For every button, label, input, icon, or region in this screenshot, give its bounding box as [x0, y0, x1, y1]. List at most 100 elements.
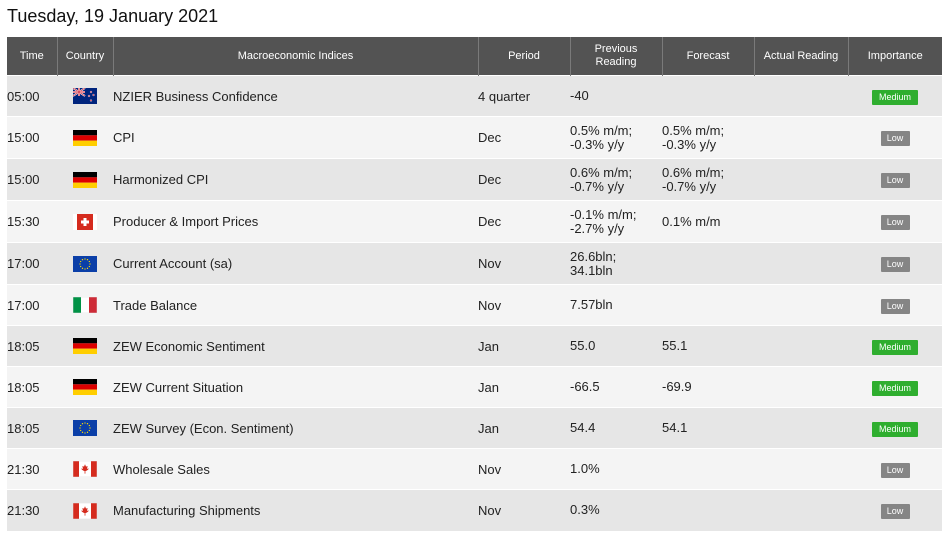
importance-cell: Medium	[848, 75, 942, 117]
importance-badge: Low	[880, 215, 910, 230]
forecast-cell: 0.1% m/m	[662, 200, 754, 243]
previous-cell: -40	[570, 75, 662, 117]
forecast-line1: 0.5% m/m;	[662, 122, 725, 138]
table-row[interactable]: 05:00 NZIER Business Confidence 4 quarte…	[7, 75, 942, 117]
forecast-line2: -0.7% y/y	[662, 178, 717, 194]
table-row[interactable]: 15:00 Harmonized CPI Dec 0.6% m/m; -0.7% …	[7, 158, 942, 201]
country-cell	[57, 116, 113, 159]
importance-badge: Low	[880, 298, 910, 314]
indicator-cell[interactable]: Current Account (sa)	[113, 242, 478, 285]
previous-line1: 54.4	[570, 420, 596, 435]
previous-line1: 0.3%	[570, 502, 600, 518]
time-cell: 18:05	[7, 325, 57, 367]
indicator-cell[interactable]: Manufacturing Shipments	[113, 489, 478, 531]
forecast-cell	[662, 284, 754, 326]
country-cell	[57, 242, 113, 285]
period-cell: Dec	[478, 116, 570, 159]
actual-cell	[754, 200, 848, 243]
column-header-actual[interactable]: Actual Reading	[753, 37, 848, 76]
time-cell: 15:00	[7, 116, 57, 159]
previous-cell: -66.5	[570, 366, 662, 408]
forecast-cell: 55.1	[662, 325, 754, 367]
indicator-cell[interactable]: ZEW Economic Sentiment	[113, 325, 478, 367]
country-cell	[57, 448, 113, 490]
forecast-line1: -69.9	[662, 379, 692, 394]
column-header-time[interactable]: Time	[7, 37, 57, 76]
period-cell: Jan	[478, 325, 570, 367]
table-row[interactable]: 15:30 Producer & Import Prices Dec -0.1%…	[7, 200, 942, 243]
column-header-importance[interactable]: Importance	[847, 37, 942, 76]
previous-cell: 7.57bln	[570, 284, 662, 326]
table-row[interactable]: 17:00 Current Account (sa) Nov 26.6bln; 3…	[7, 242, 942, 285]
column-header-previous-line1: Previous	[594, 43, 638, 55]
indicator-cell[interactable]: Producer & Import Prices	[113, 200, 478, 243]
indicator-cell[interactable]: ZEW Survey (Econ. Sentiment)	[113, 407, 478, 449]
time-cell: 15:30	[7, 200, 57, 243]
time-cell: 05:00	[7, 75, 57, 117]
column-header-previous-line2: Reading	[595, 56, 637, 68]
importance-badge: Low	[880, 173, 910, 188]
importance-badge: Low	[880, 503, 910, 519]
country-cell	[57, 407, 113, 449]
actual-cell	[754, 489, 848, 531]
previous-cell: 54.4	[570, 407, 662, 449]
column-header-country[interactable]: Country	[56, 37, 113, 76]
column-header-period[interactable]: Period	[477, 37, 570, 76]
importance-cell: Low	[848, 242, 942, 285]
actual-cell	[754, 75, 848, 117]
period-cell: Jan	[478, 366, 570, 408]
period-cell: Nov	[478, 242, 570, 285]
indicator-cell[interactable]: NZIER Business Confidence	[113, 75, 478, 117]
previous-line1: 26.6bln;	[570, 248, 617, 264]
previous-line1: 0.6% m/m;	[570, 164, 633, 180]
forecast-cell: 0.5% m/m; -0.3% y/y	[662, 116, 754, 159]
previous-cell: 55.0	[570, 325, 662, 367]
country-cell	[57, 366, 113, 408]
table-row[interactable]: 15:00 CPI Dec 0.5% m/m; -0.3% y/y 0.5% m/…	[7, 116, 942, 159]
importance-cell: Low	[848, 200, 942, 243]
time-cell: 17:00	[7, 284, 57, 326]
importance-badge: Low	[880, 257, 910, 272]
table-row[interactable]: 17:00 Trade Balance Nov 7.57bln Low	[7, 284, 942, 326]
column-header-forecast[interactable]: Forecast	[661, 37, 754, 76]
importance-cell: Medium	[848, 325, 942, 367]
indicator-cell[interactable]: ZEW Current Situation	[113, 366, 478, 408]
time-cell: 15:00	[7, 158, 57, 201]
indicator-cell[interactable]: Harmonized CPI	[113, 158, 478, 201]
table-row[interactable]: 18:05 ZEW Survey (Econ. Sentiment) Jan 5…	[7, 407, 942, 449]
forecast-cell	[662, 242, 754, 285]
period-cell: Nov	[478, 448, 570, 490]
table-row[interactable]: 18:05 ZEW Current Situation Jan -66.5 -6…	[7, 366, 942, 408]
importance-cell: Medium	[848, 366, 942, 408]
previous-cell: -0.1% m/m; -2.7% y/y	[570, 200, 662, 243]
importance-badge: Medium	[872, 421, 918, 437]
actual-cell	[754, 158, 848, 201]
table-row[interactable]: 18:05 ZEW Economic Sentiment Jan 55.0 55…	[7, 325, 942, 367]
importance-cell: Medium	[848, 407, 942, 449]
previous-cell: 26.6bln; 34.1bln	[570, 242, 662, 285]
column-header-indicator[interactable]: Macroeconomic Indices	[112, 37, 478, 76]
previous-line2: -0.7% y/y	[570, 178, 625, 194]
previous-cell: 0.6% m/m; -0.7% y/y	[570, 158, 662, 201]
switzerland-flag-icon	[73, 213, 97, 230]
importance-cell: Low	[848, 158, 942, 201]
forecast-cell: -69.9	[662, 366, 754, 408]
forecast-line1: 0.6% m/m;	[662, 164, 725, 180]
previous-line1: 0.5% m/m;	[570, 122, 633, 138]
importance-cell: Low	[848, 448, 942, 490]
period-cell: Dec	[478, 158, 570, 201]
period-cell: Jan	[478, 407, 570, 449]
table-row[interactable]: 21:30 Manufacturing Shipments Nov 0.3% L…	[7, 489, 942, 531]
indicator-cell[interactable]: CPI	[113, 116, 478, 159]
indicator-cell[interactable]: Wholesale Sales	[113, 448, 478, 490]
actual-cell	[754, 366, 848, 408]
country-cell	[57, 200, 113, 243]
importance-cell: Low	[848, 284, 942, 326]
previous-line1: 1.0%	[570, 461, 600, 476]
eu-flag-icon	[73, 255, 97, 272]
indicator-cell[interactable]: Trade Balance	[113, 284, 478, 326]
previous-cell: 0.5% m/m; -0.3% y/y	[570, 116, 662, 159]
importance-badge: Medium	[872, 339, 918, 355]
table-row[interactable]: 21:30 Wholesale Sales Nov 1.0% Low	[7, 448, 942, 490]
column-header-previous[interactable]: Previous Reading	[569, 37, 662, 76]
